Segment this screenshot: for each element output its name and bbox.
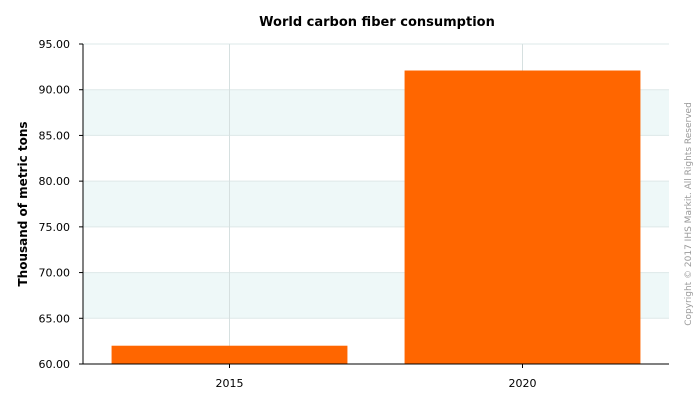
y-tick-label: 95.00 <box>39 38 71 51</box>
copyright-notice: Copyright © 2017 IHS Markit. All Rights … <box>684 102 694 326</box>
x-tick-labels: 2015 2020 <box>216 377 537 390</box>
y-tick-label: 65.00 <box>39 312 71 325</box>
bars <box>111 70 641 364</box>
bar-2015 <box>111 345 348 364</box>
chart-title: World carbon fiber consumption <box>259 15 495 30</box>
y-axis-label: Thousand of metric tons <box>16 121 30 286</box>
y-tick-label: 90.00 <box>39 84 71 97</box>
y-tick-label: 80.00 <box>39 175 71 188</box>
x-tick-label: 2015 <box>216 377 244 390</box>
y-tick-label: 85.00 <box>39 129 71 142</box>
y-tick-labels: 60.00 65.00 70.00 75.00 80.00 85.00 90.00 95.00 <box>39 38 71 371</box>
y-tick-label: 75.00 <box>39 221 71 234</box>
bar-2020 <box>404 70 641 364</box>
y-tick-label: 70.00 <box>39 267 71 280</box>
x-tick-label: 2020 <box>509 377 537 390</box>
axes <box>79 43 669 368</box>
y-tick-label: 60.00 <box>39 358 71 371</box>
